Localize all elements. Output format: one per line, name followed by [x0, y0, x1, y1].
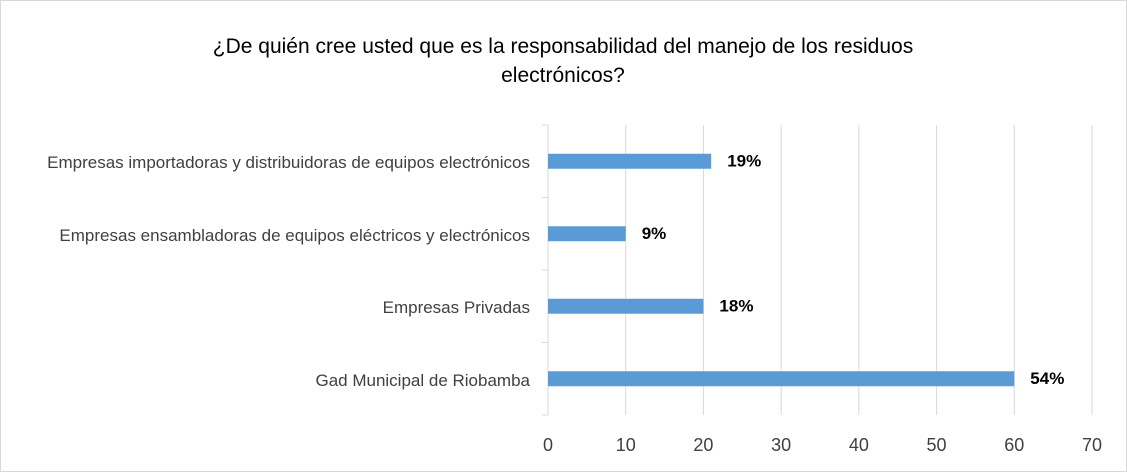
x-tick-label: 10 — [616, 435, 636, 455]
y-tick-label-box: Empresas ensambladoras de equipos eléctr… — [10, 224, 530, 248]
data-label: 9% — [642, 224, 667, 243]
bar — [548, 226, 626, 242]
bar — [548, 153, 712, 169]
x-tick-label: 20 — [693, 435, 713, 455]
data-label: 18% — [719, 297, 753, 316]
chart-title: ¿De quién cree usted que es la responsab… — [212, 35, 914, 87]
y-tick-label: Gad Municipal de Riobamba — [315, 370, 530, 390]
y-tick-label: Empresas Privadas — [382, 298, 530, 318]
x-tick-label: 50 — [927, 435, 947, 455]
y-tick-label: Empresas ensambladoras de equipos eléctr… — [59, 225, 530, 245]
bar — [548, 298, 704, 314]
x-tick-label: 70 — [1082, 435, 1102, 455]
data-label: 54% — [1030, 369, 1064, 388]
x-tick-label: 40 — [849, 435, 869, 455]
data-label: 19% — [727, 152, 761, 171]
x-tick-label: 0 — [543, 435, 553, 455]
y-tick-label: Empresas importadoras y distribuidoras d… — [47, 153, 530, 173]
bar — [548, 371, 1015, 387]
x-tick-label: 60 — [1004, 435, 1024, 455]
x-tick-label: 30 — [771, 435, 791, 455]
y-tick-label-box: Gad Municipal de Riobamba — [10, 369, 530, 393]
y-tick-label-box: Empresas Privadas — [10, 296, 530, 320]
y-tick-label-box: Empresas importadoras y distribuidoras d… — [10, 151, 530, 175]
